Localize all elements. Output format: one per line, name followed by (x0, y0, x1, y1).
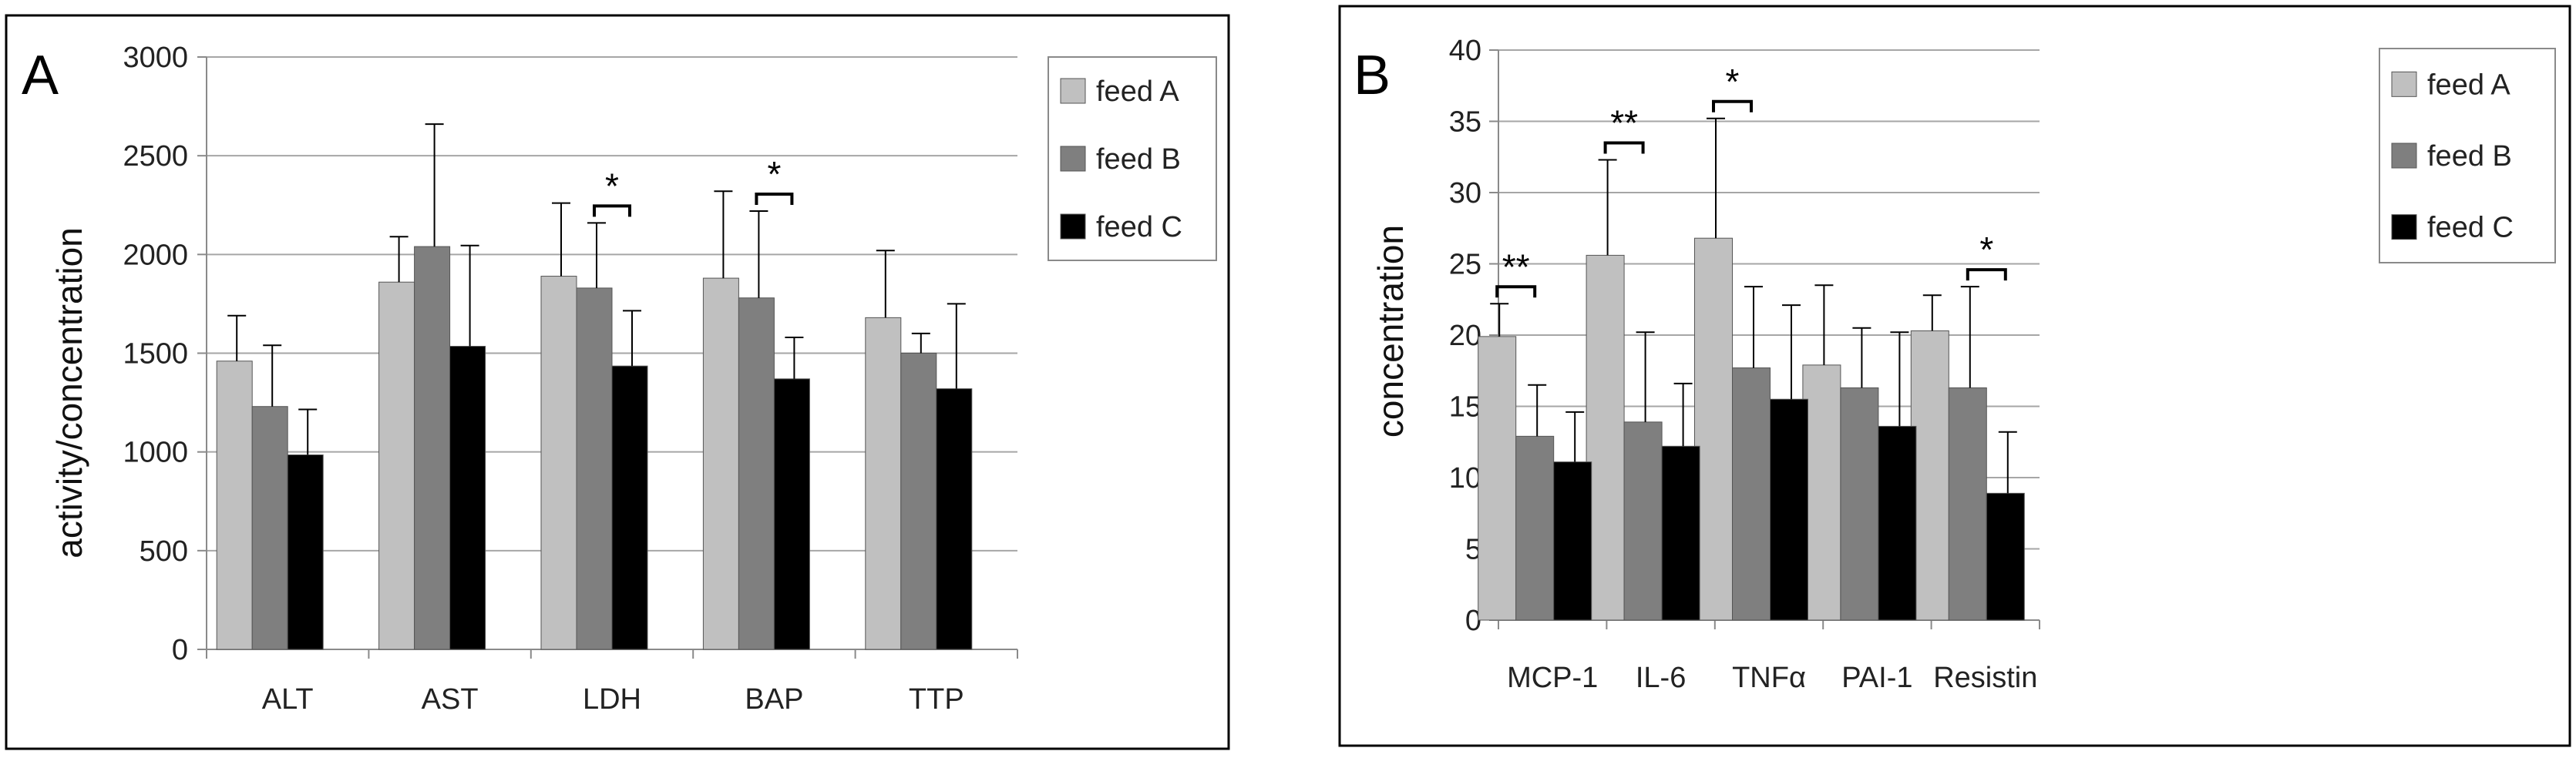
b-bar-MCP-1-feed A (1478, 336, 1517, 621)
a-bar-TTP-feed A (865, 317, 902, 650)
panel-b-letter: B (1354, 45, 1391, 106)
b-bar-Resistin-feed B (1948, 387, 1987, 621)
b-legend-label: feed B (2427, 140, 2512, 173)
a-legend-label: feed A (1096, 75, 1179, 108)
a-bar-AST-feed A (378, 281, 415, 650)
chart-panel-b: B concentration 0 5 10 15 20 25 30 35 40 MCP-1 IL-… (1338, 5, 2571, 747)
b-x-category-label: Resistin (1933, 662, 2037, 694)
b-x-category-label: IL-6 (1636, 662, 1686, 694)
b-y-tick-label: 35 (1449, 106, 1481, 139)
b-bar-IL-6-feed C (1661, 445, 1700, 621)
a-y-tick-label: 2000 (123, 239, 188, 271)
panel-a-plot-area: 0 500 1000 1500 2000 2500 3000 ALT AST LDH BAP TTP *… (123, 42, 1018, 716)
a-bar-BAP-feed B (738, 297, 775, 650)
a-bar-ALT-feed C (287, 454, 324, 650)
a-bar-LDH-feed C (611, 365, 648, 650)
a-bar-LDH-feed A (540, 276, 577, 650)
b-y-tick-label: 10 (1449, 462, 1481, 495)
b-bar-TNFα-feed C (1770, 398, 1808, 621)
b-significance-bracket (1603, 141, 1645, 154)
b-legend-label: feed C (2427, 212, 2514, 244)
a-bar-LDH-feed B (576, 287, 613, 650)
b-legend-swatch (2391, 71, 2417, 97)
a-significance-bracket (593, 204, 631, 217)
b-significance-bracket (1966, 268, 2007, 281)
b-y-tick-label: 5 (1465, 534, 1481, 566)
panel-b-frame (1338, 5, 2571, 747)
b-significance-label: ** (1610, 102, 1638, 143)
b-y-tick-label: 15 (1449, 391, 1481, 424)
a-x-category-label: BAP (745, 683, 803, 716)
a-bar-TTP-feed C (936, 388, 973, 650)
b-x-category-label: TNFα (1732, 662, 1806, 694)
b-significance-bracket (1712, 99, 1753, 112)
panel-a-letter: A (22, 45, 59, 106)
a-bar-ALT-feed B (251, 406, 288, 650)
b-bar-IL-6-feed B (1623, 421, 1663, 621)
a-bar-TTP-feed B (900, 353, 937, 650)
a-x-category-label: LDH (583, 683, 641, 716)
b-bar-PAI-1-feed C (1878, 425, 1917, 621)
b-y-tick-label: 30 (1449, 177, 1481, 210)
b-bar-MCP-1-feed C (1553, 461, 1592, 621)
b-y-tick-label: 25 (1449, 249, 1481, 281)
b-significance-label: ** (1502, 247, 1530, 287)
b-y-tick-label: 0 (1465, 605, 1481, 637)
b-bar-TNFα-feed A (1694, 237, 1733, 621)
a-bar-BAP-feed C (773, 378, 810, 650)
panel-a-legend: feed A feed B feed C (1048, 56, 1217, 261)
a-significance-label: * (605, 166, 619, 206)
a-legend-swatch (1060, 213, 1086, 240)
b-bar-PAI-1-feed A (1802, 364, 1841, 621)
b-legend-swatch (2391, 214, 2417, 240)
b-bar-MCP-1-feed B (1515, 435, 1555, 621)
a-legend-swatch (1060, 146, 1086, 172)
a-legend-label: feed B (1096, 143, 1181, 176)
a-y-tick-label: 1000 (123, 437, 188, 469)
b-significance-label: * (1979, 230, 1993, 270)
a-y-tick-label: 2500 (123, 140, 188, 173)
panel-b-y-axis-label: concentration (1370, 225, 1411, 438)
b-bar-Resistin-feed A (1910, 330, 1949, 621)
panel-b-plot-area: 0 5 10 15 20 25 30 35 40 MCP-1 IL-6 TNFα PAI-1 Resist… (1449, 35, 2040, 694)
a-significance-label: * (767, 154, 781, 194)
b-legend-label: feed A (2427, 69, 2510, 101)
b-legend-swatch (2391, 143, 2417, 169)
b-significance-label: * (1726, 62, 1740, 102)
panel-b-legend: feed A feed B feed C (2379, 48, 2556, 263)
a-x-category-label: AST (422, 683, 479, 716)
a-bar-AST-feed C (449, 346, 486, 650)
a-legend-swatch (1060, 78, 1086, 104)
b-bar-PAI-1-feed B (1840, 387, 1879, 621)
b-y-tick-label: 20 (1449, 320, 1481, 352)
b-bar-IL-6-feed A (1586, 254, 1625, 621)
a-y-tick-label: 500 (140, 535, 188, 568)
a-significance-bracket (755, 192, 794, 205)
b-x-category-label: MCP-1 (1507, 662, 1598, 694)
a-bar-AST-feed B (414, 246, 451, 650)
a-x-category-label: TTP (909, 683, 964, 716)
a-x-category-label: ALT (262, 683, 314, 716)
b-bar-TNFα-feed B (1732, 367, 1771, 621)
a-y-tick-label: 1500 (123, 338, 188, 371)
panel-a-y-axis-label: activity/concentration (49, 227, 89, 558)
a-legend-label: feed C (1096, 211, 1182, 243)
a-bar-ALT-feed A (216, 361, 253, 650)
b-y-tick-label: 40 (1449, 35, 1481, 67)
a-bar-BAP-feed A (702, 277, 739, 650)
b-bar-Resistin-feed C (1986, 492, 2025, 621)
b-x-category-label: PAI-1 (1841, 662, 1912, 694)
a-y-tick-label: 0 (172, 634, 188, 666)
b-significance-bracket (1495, 285, 1537, 298)
a-y-tick-label: 3000 (123, 42, 188, 74)
chart-panel-a: A activity/concentration 0 500 1000 1500 200… (5, 14, 1230, 750)
